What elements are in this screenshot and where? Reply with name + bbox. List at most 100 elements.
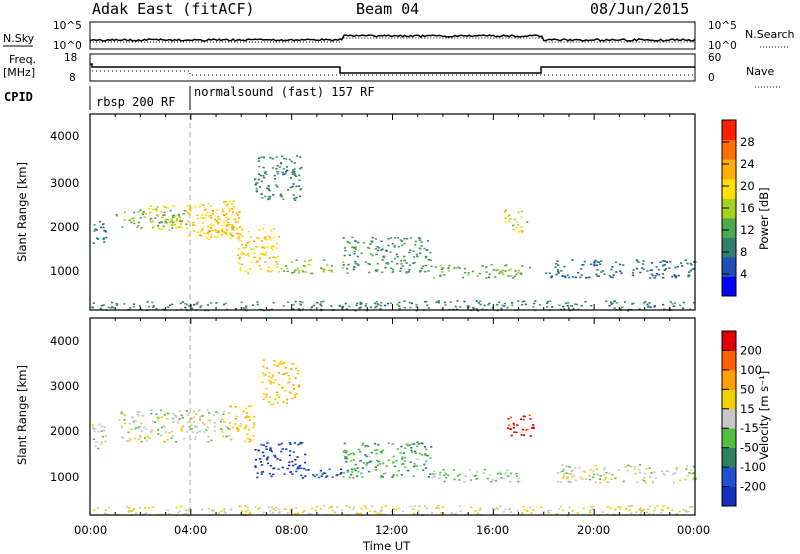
data-cell <box>148 437 151 440</box>
data-cell <box>312 474 315 476</box>
data-cell <box>259 460 262 463</box>
data-cell <box>258 264 261 267</box>
data-cell <box>186 431 189 433</box>
data-cell <box>515 273 518 276</box>
data-cell <box>269 447 272 449</box>
data-cell <box>281 466 284 469</box>
data-cell <box>415 306 418 308</box>
data-cell <box>619 307 622 310</box>
data-cell <box>156 206 159 208</box>
data-cell <box>167 412 170 415</box>
data-cell <box>655 273 658 275</box>
data-cell <box>392 475 395 477</box>
data-cell <box>173 216 176 218</box>
data-cell <box>422 469 425 471</box>
data-cell <box>398 301 401 304</box>
data-cell <box>290 177 293 179</box>
data-cell <box>262 227 265 230</box>
data-cell <box>294 199 297 201</box>
data-cell <box>303 461 307 464</box>
data-cell <box>377 303 380 306</box>
data-cell <box>143 513 146 515</box>
colorbar-swatch <box>722 276 736 297</box>
data-cell <box>130 416 133 419</box>
data-cell <box>371 254 374 257</box>
data-cell <box>220 230 224 232</box>
data-cell <box>289 443 292 446</box>
data-cell <box>103 426 106 429</box>
data-cell <box>214 229 217 231</box>
data-cell <box>178 510 181 513</box>
data-cell <box>162 225 165 228</box>
data-cell <box>276 242 279 245</box>
data-cell <box>178 410 181 412</box>
data-cell <box>610 301 613 303</box>
data-cell <box>269 156 272 159</box>
data-cell <box>232 235 235 237</box>
data-cell <box>494 276 497 278</box>
velocity-ytick: 2000 <box>50 424 79 438</box>
data-cell <box>287 189 290 191</box>
data-cell <box>520 418 523 420</box>
data-cell <box>479 507 482 509</box>
data-cell <box>336 506 339 508</box>
data-cell <box>367 445 370 448</box>
data-cell <box>498 301 501 303</box>
data-cell <box>392 462 395 464</box>
data-cell <box>224 232 228 234</box>
data-cell <box>627 464 630 467</box>
data-cell <box>351 508 354 511</box>
data-cell <box>255 190 259 193</box>
data-cell <box>203 232 206 235</box>
data-cell <box>400 263 403 265</box>
data-cell <box>590 263 593 266</box>
data-cell <box>92 242 95 244</box>
data-cell <box>206 426 209 429</box>
data-cell <box>291 173 294 175</box>
data-cell <box>270 403 273 406</box>
data-cell <box>603 467 606 469</box>
x-tick: 20:00 <box>577 523 610 537</box>
data-cell <box>400 474 403 476</box>
data-cell <box>594 259 597 262</box>
data-cell <box>413 261 416 264</box>
data-cell <box>171 417 174 419</box>
data-cell <box>137 427 140 430</box>
data-cell <box>243 427 247 430</box>
data-cell <box>115 302 118 305</box>
data-cell <box>596 269 599 271</box>
data-cell <box>204 208 208 210</box>
data-cell <box>407 469 410 472</box>
data-cell <box>476 275 479 277</box>
data-cell <box>354 248 357 250</box>
data-cell <box>256 472 259 474</box>
data-cell <box>419 247 422 250</box>
data-cell <box>226 229 229 232</box>
data-cell <box>133 211 136 214</box>
data-cell <box>273 454 277 457</box>
data-cell <box>275 247 278 249</box>
data-cell <box>120 426 123 429</box>
data-cell <box>157 429 160 431</box>
data-cell <box>244 426 247 428</box>
data-cell <box>187 235 190 237</box>
data-cell <box>281 363 284 365</box>
x-axis: 00:00 04:00 08:00 12:00 16:00 20:00 00:0… <box>74 523 710 537</box>
data-cell <box>409 306 412 309</box>
data-cell <box>603 479 606 481</box>
data-cell <box>177 226 180 229</box>
data-cell <box>248 511 251 514</box>
data-cell <box>375 305 378 308</box>
data-cell <box>230 438 233 441</box>
data-cell <box>611 473 614 476</box>
data-cell <box>513 218 517 221</box>
data-cell <box>284 508 287 510</box>
data-cell <box>647 508 650 511</box>
data-cell <box>190 206 193 209</box>
data-cell <box>147 506 150 509</box>
data-cell <box>297 512 300 515</box>
data-cell <box>393 244 396 247</box>
radar-title: Adak East (fitACF) <box>92 0 255 18</box>
data-cell <box>447 474 450 477</box>
data-cell <box>259 186 262 188</box>
